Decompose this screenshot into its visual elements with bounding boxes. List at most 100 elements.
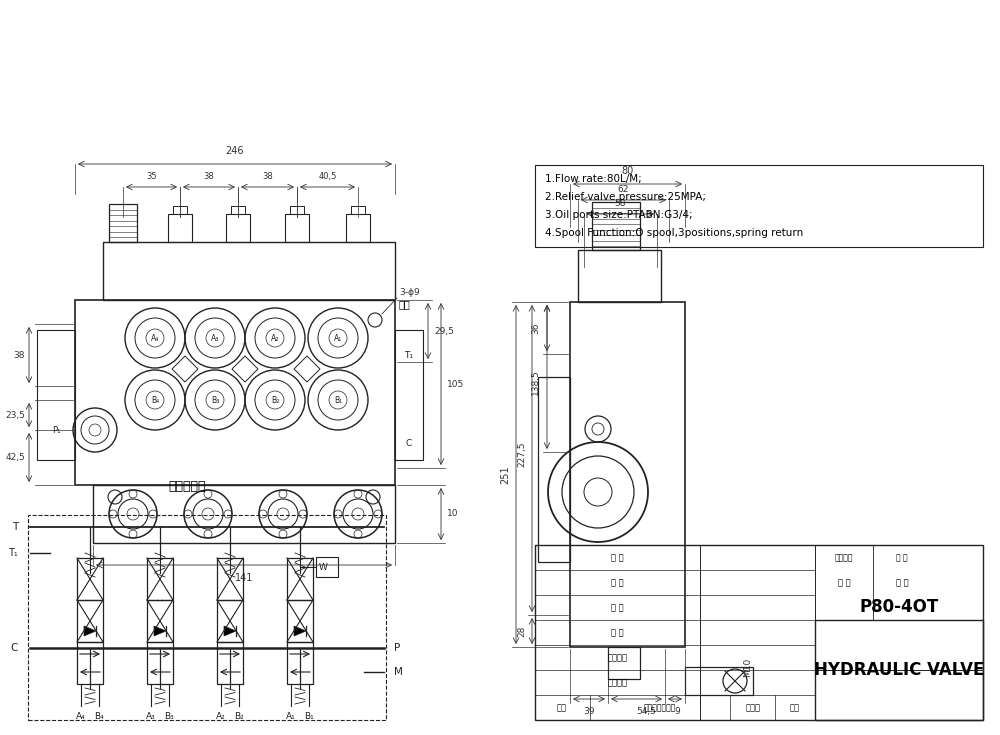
Text: 105: 105	[447, 379, 464, 389]
Text: 29,5: 29,5	[434, 326, 454, 335]
Text: 校 对: 校 对	[611, 628, 624, 637]
Bar	[217, 642, 243, 684]
Text: 4.Spool Function:O spool,3positions,spring return: 4.Spool Function:O spool,3positions,spri…	[545, 228, 803, 238]
Text: 28: 28	[517, 625, 526, 637]
Bar	[346, 214, 370, 242]
Text: 第 张: 第 张	[896, 578, 908, 587]
Text: P80-4OT: P80-4OT	[859, 598, 939, 617]
Text: P₁: P₁	[52, 426, 60, 434]
Text: 80: 80	[621, 166, 634, 176]
Bar	[231, 206, 245, 214]
Text: A₃: A₃	[146, 712, 156, 721]
Text: 141: 141	[235, 573, 253, 583]
Text: 更改人: 更改人	[746, 703, 761, 712]
Text: 39: 39	[583, 707, 595, 716]
Bar	[287, 600, 313, 642]
Text: P: P	[394, 643, 400, 653]
Bar	[109, 204, 137, 242]
Text: 工艺检查: 工艺检查	[608, 653, 628, 662]
Text: B₁: B₁	[304, 712, 314, 721]
Text: 2.Relief valve pressure:25MPA;: 2.Relief valve pressure:25MPA;	[545, 192, 706, 202]
Text: A₄: A₄	[76, 712, 86, 721]
Text: 1.Flow rate:80L/M;: 1.Flow rate:80L/M;	[545, 174, 642, 184]
Bar	[77, 558, 103, 600]
Text: T₁: T₁	[404, 351, 414, 359]
Bar	[538, 377, 570, 562]
Text: 42,5: 42,5	[5, 453, 25, 462]
Bar	[217, 558, 243, 600]
Text: 设 计: 设 计	[611, 553, 624, 562]
Text: 3.Oil ports size:PTABN:G3/4;: 3.Oil ports size:PTABN:G3/4;	[545, 210, 693, 220]
Text: 23,5: 23,5	[5, 411, 25, 420]
Text: 标准化查: 标准化查	[608, 678, 628, 687]
Text: 10: 10	[447, 509, 458, 518]
Text: A₂: A₂	[271, 334, 279, 343]
Text: B₁: B₁	[334, 395, 342, 404]
Text: 日期: 日期	[790, 703, 800, 712]
Text: 液压原理图: 液压原理图	[168, 480, 206, 493]
Bar	[290, 206, 304, 214]
Text: B₃: B₃	[211, 395, 219, 404]
Text: 58: 58	[615, 199, 626, 208]
Bar	[93, 485, 395, 543]
Polygon shape	[84, 626, 96, 636]
Bar	[608, 647, 640, 679]
Bar	[28, 515, 386, 720]
Text: HYDRAULIC VALVE: HYDRAULIC VALVE	[814, 661, 984, 679]
Text: 138,5: 138,5	[531, 369, 540, 395]
Bar	[535, 545, 983, 720]
Bar	[287, 558, 313, 600]
Text: M10: M10	[743, 657, 752, 677]
Bar	[685, 667, 753, 695]
Text: 标记: 标记	[557, 703, 567, 712]
Bar	[226, 214, 250, 242]
Bar	[395, 330, 423, 460]
Bar	[37, 330, 75, 460]
Text: A₃: A₃	[211, 334, 219, 343]
Text: B₃: B₃	[164, 712, 174, 721]
Bar	[815, 620, 983, 720]
Bar	[578, 250, 661, 302]
Text: C: C	[11, 643, 18, 653]
Polygon shape	[154, 626, 166, 636]
Bar	[147, 642, 173, 684]
Polygon shape	[294, 626, 306, 636]
Text: 54,5: 54,5	[636, 707, 656, 716]
Text: A₄: A₄	[151, 334, 159, 343]
Text: B₂: B₂	[271, 395, 279, 404]
Bar	[592, 202, 640, 250]
Text: 35: 35	[146, 172, 157, 181]
Bar	[75, 300, 395, 485]
Bar	[285, 214, 309, 242]
Text: 246: 246	[226, 146, 244, 156]
Text: B₄: B₄	[151, 395, 159, 404]
Bar	[217, 600, 243, 642]
Text: A₁: A₁	[334, 334, 342, 343]
Text: 重 量: 重 量	[896, 553, 908, 562]
Text: 40,5: 40,5	[318, 172, 337, 181]
Text: 36: 36	[531, 322, 540, 334]
Text: 227,5: 227,5	[517, 442, 526, 467]
Text: 制 图: 制 图	[611, 578, 624, 587]
Polygon shape	[224, 626, 236, 636]
Bar	[316, 557, 338, 577]
Text: 通孔: 通孔	[399, 299, 411, 309]
Text: 描 图: 描 图	[611, 603, 624, 612]
Text: 9: 9	[674, 707, 680, 716]
Text: 251: 251	[500, 465, 510, 484]
Bar	[147, 600, 173, 642]
Bar	[168, 214, 192, 242]
Bar	[173, 206, 187, 214]
Text: 共 张: 共 张	[838, 578, 850, 587]
Text: B₂: B₂	[234, 712, 244, 721]
Text: 38: 38	[204, 172, 214, 181]
Bar	[570, 302, 685, 647]
Text: B₄: B₄	[94, 712, 104, 721]
Text: 更改内容或说明: 更改内容或说明	[644, 703, 676, 712]
Bar	[77, 642, 103, 684]
Bar	[77, 600, 103, 642]
Text: M: M	[394, 667, 403, 677]
Text: W: W	[319, 562, 328, 572]
Text: T: T	[12, 522, 18, 532]
Text: 图样标记: 图样标记	[835, 553, 853, 562]
